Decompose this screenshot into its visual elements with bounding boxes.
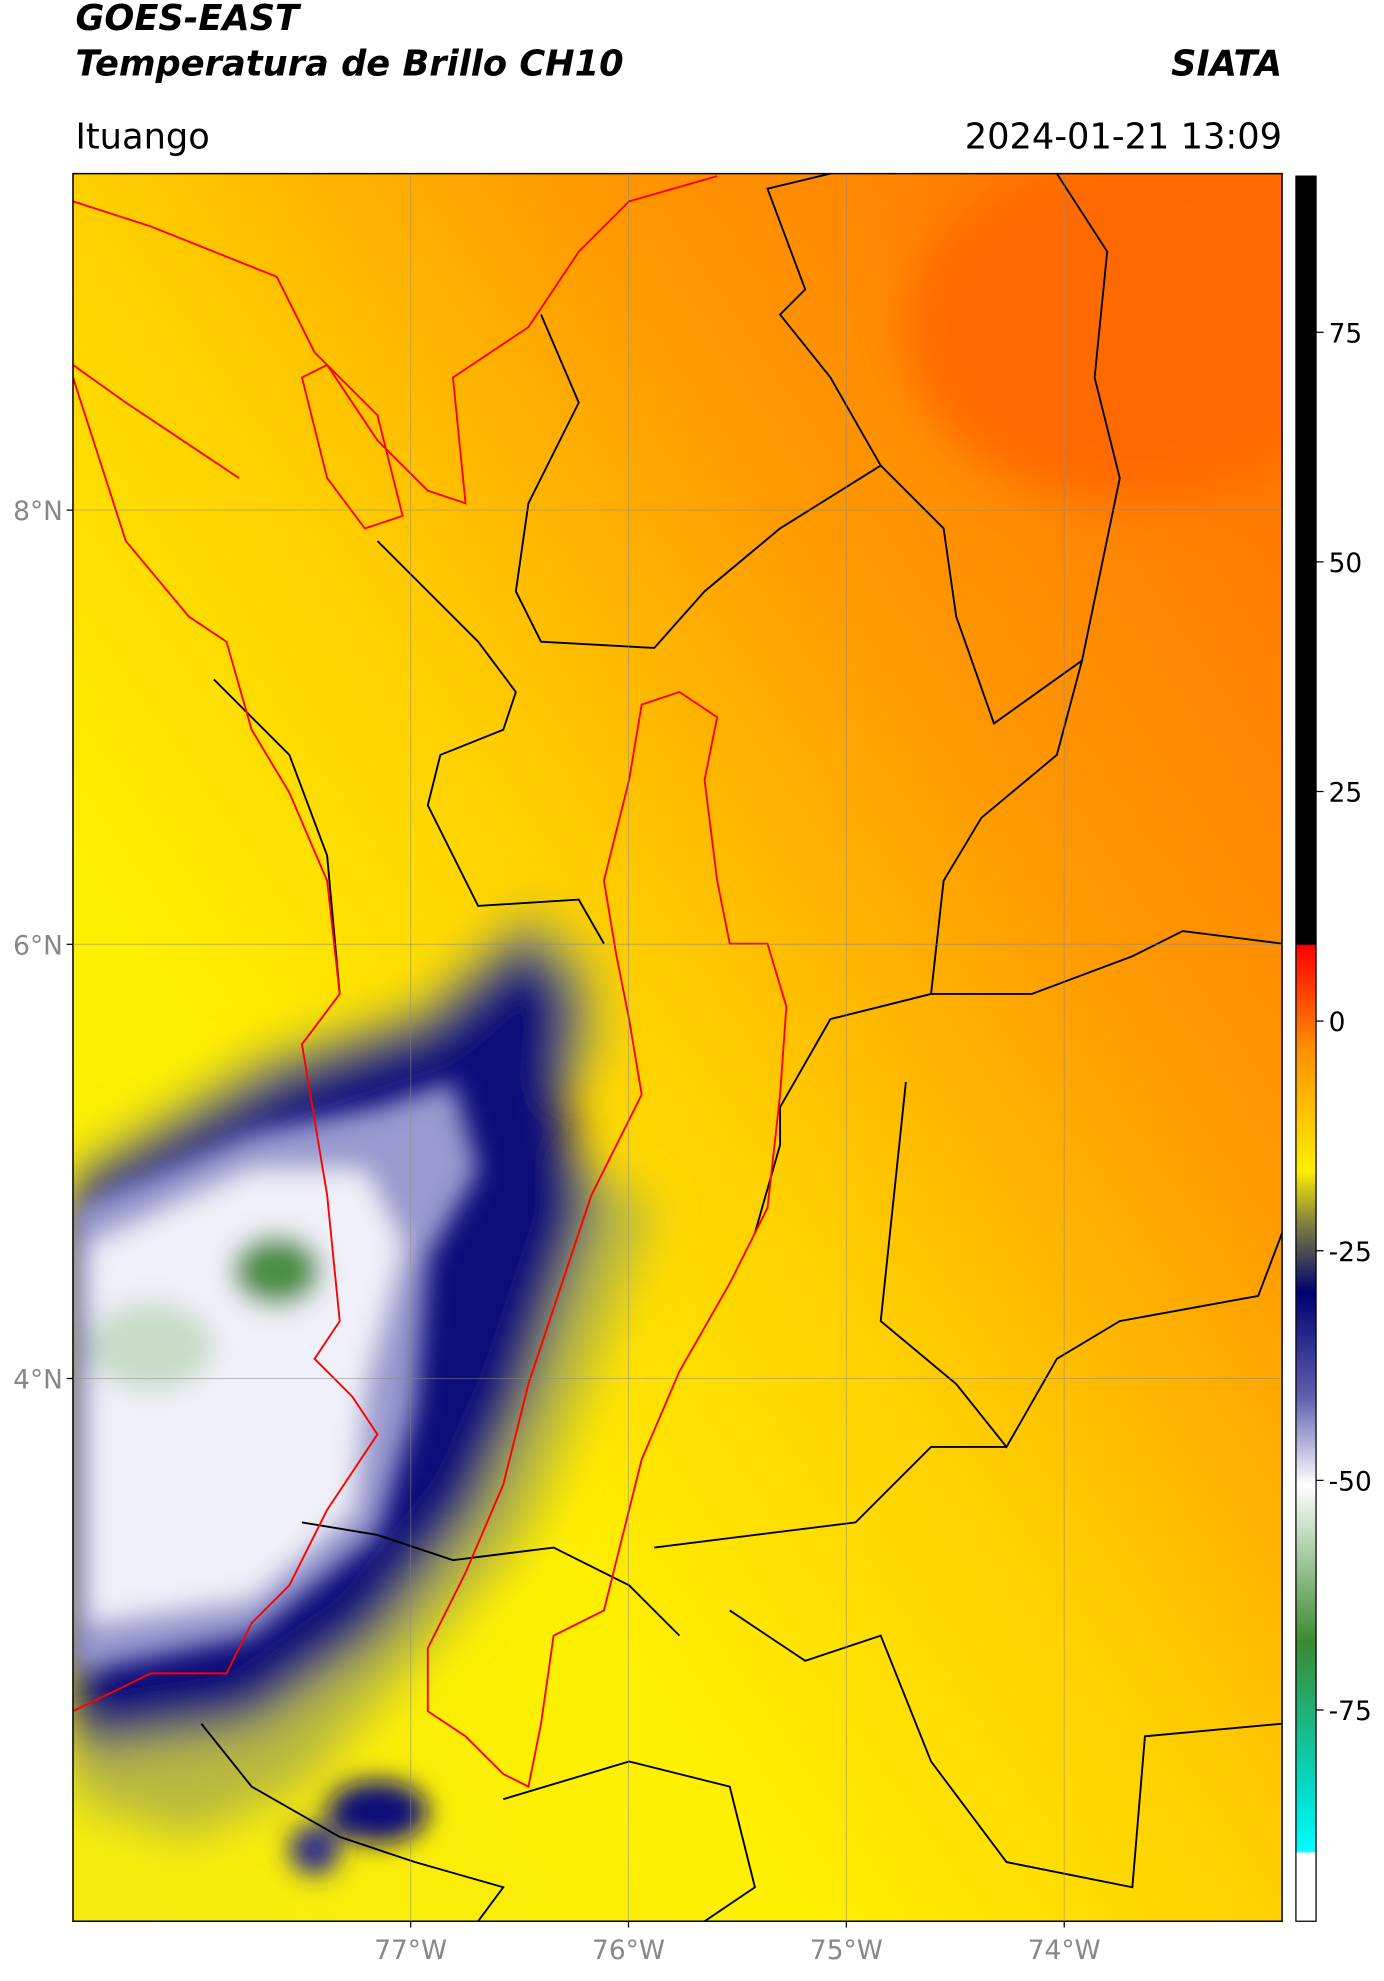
satellite-field xyxy=(72,173,1283,1922)
colorbar-tick-label: 75 xyxy=(1329,318,1363,349)
colorbar-tick-label: 0 xyxy=(1329,1007,1346,1038)
title: Temperatura de Brillo CH10 xyxy=(75,43,623,84)
colorbar-tick-label: 25 xyxy=(1329,778,1363,809)
y-tick-label: 6°N xyxy=(13,930,63,961)
colorbar-tick-label: -50 xyxy=(1329,1466,1372,1497)
brand: SIATA xyxy=(1171,43,1282,84)
place: Ituango xyxy=(75,116,209,157)
y-tick-label: 8°N xyxy=(13,496,63,527)
x-tick-label: 74°W xyxy=(1028,1935,1101,1966)
colorbar-tick-label: -75 xyxy=(1329,1696,1372,1727)
y-tick-label: 4°N xyxy=(13,1365,63,1396)
map-frame xyxy=(72,172,1283,1922)
colorbar xyxy=(1295,175,1317,1922)
colorbar-tick-label: 50 xyxy=(1329,548,1363,579)
x-tick-label: 75°W xyxy=(810,1935,883,1966)
x-tick-label: 77°W xyxy=(374,1935,447,1966)
x-tick-label: 76°W xyxy=(592,1935,665,1966)
colorbar-tick-label: -25 xyxy=(1329,1237,1372,1268)
datetime: 2024-01-21 13:09 xyxy=(965,116,1282,157)
title: GOES-EAST xyxy=(75,0,302,39)
